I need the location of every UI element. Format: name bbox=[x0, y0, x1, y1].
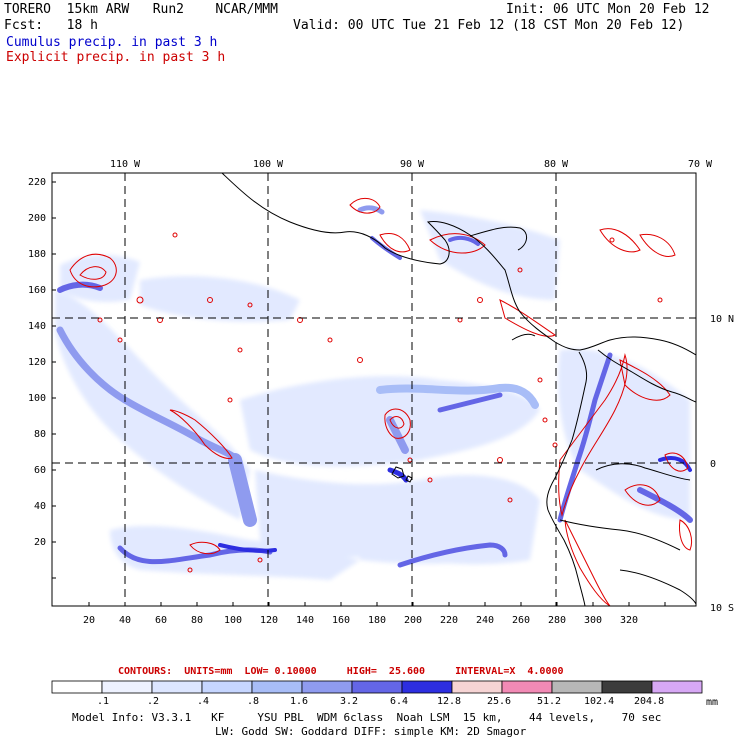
colorbar-label: 6.4 bbox=[390, 696, 409, 707]
lon-label: 110 W bbox=[110, 159, 141, 170]
x-tick-label: 80 bbox=[191, 615, 203, 626]
contour-info: CONTOURS: UNITS=mm LOW= 0.10000 HIGH= 25… bbox=[118, 666, 564, 677]
y-tick-label: 180 bbox=[28, 249, 46, 260]
colorbar-label: .1 bbox=[97, 696, 110, 707]
explicit-legend: Explicit precip. in past 3 h bbox=[6, 50, 226, 65]
y-tick-label: 100 bbox=[28, 393, 46, 404]
init-time: Init: 06 UTC Mon 20 Feb 12 bbox=[506, 2, 710, 17]
cumulus-legend: Cumulus precip. in past 3 h bbox=[6, 35, 218, 50]
x-tick-label: 100 bbox=[224, 615, 242, 626]
x-tick-label: 320 bbox=[620, 615, 638, 626]
colorbar-label: 3.2 bbox=[340, 696, 359, 707]
lon-label: 80 W bbox=[544, 159, 569, 170]
colorbar-label: .8 bbox=[247, 696, 260, 707]
lat-lon-grid bbox=[52, 173, 696, 606]
y-tick-label: 40 bbox=[34, 501, 46, 512]
left-grid-labels: 220 200 180 160 140 120 100 80 60 40 20 bbox=[28, 177, 46, 548]
y-tick-label: 160 bbox=[28, 285, 46, 296]
colorbar bbox=[51, 680, 703, 694]
colorbar-label: 25.6 bbox=[487, 696, 512, 707]
colorbar-label: 51.2 bbox=[537, 696, 562, 707]
colorbar-swatch bbox=[401, 680, 453, 694]
x-tick-label: 20 bbox=[83, 615, 95, 626]
x-tick-label: 40 bbox=[119, 615, 131, 626]
x-tick-label: 160 bbox=[332, 615, 350, 626]
x-tick-label: 220 bbox=[440, 615, 458, 626]
colorbar-swatch bbox=[551, 680, 603, 694]
colorbar-swatch bbox=[451, 680, 503, 694]
colorbar-label: .4 bbox=[197, 696, 210, 707]
colorbar-unit: mm bbox=[706, 697, 719, 708]
colorbar-label: 204.8 bbox=[634, 696, 665, 707]
colorbar-swatch bbox=[651, 680, 703, 694]
x-tick-label: 200 bbox=[404, 615, 422, 626]
coastlines bbox=[221, 173, 696, 606]
colorbar-swatch bbox=[501, 680, 553, 694]
y-tick-label: 20 bbox=[34, 537, 46, 548]
x-tick-label: 260 bbox=[512, 615, 530, 626]
physics-info: LW: Godd SW: Goddard DIFF: simple KM: 2D… bbox=[215, 725, 527, 738]
x-tick-label: 120 bbox=[260, 615, 278, 626]
x-tick-label: 280 bbox=[548, 615, 566, 626]
colorbar-swatch bbox=[201, 680, 253, 694]
colorbar-swatch bbox=[51, 680, 103, 694]
colorbar-label: .2 bbox=[147, 696, 160, 707]
map-area bbox=[52, 173, 696, 606]
y-tick-label: 220 bbox=[28, 177, 46, 188]
y-tick-label: 120 bbox=[28, 357, 46, 368]
colorbar-label: 12.8 bbox=[437, 696, 462, 707]
axis-ticks bbox=[52, 181, 666, 606]
colorbar-swatch bbox=[601, 680, 653, 694]
y-tick-label: 80 bbox=[34, 429, 46, 440]
lat-label: 10 N bbox=[710, 314, 734, 325]
lon-label: 90 W bbox=[400, 159, 425, 170]
x-tick-label: 240 bbox=[476, 615, 494, 626]
y-tick-label: 60 bbox=[34, 465, 46, 476]
colorbar-swatch bbox=[351, 680, 403, 694]
cumulus-precip-heavy bbox=[56, 205, 693, 568]
colorbar-swatch bbox=[251, 680, 303, 694]
lon-label: 70 W bbox=[688, 159, 713, 170]
forecast-hour: Fcst: 18 h bbox=[4, 18, 98, 33]
y-tick-label: 140 bbox=[28, 321, 46, 332]
valid-time: Valid: 00 UTC Tue 21 Feb 12 (18 CST Mon … bbox=[293, 18, 685, 33]
colorbar-swatch bbox=[301, 680, 353, 694]
lon-label: 100 W bbox=[253, 159, 284, 170]
colorbar-swatch bbox=[101, 680, 153, 694]
x-tick-label: 140 bbox=[296, 615, 314, 626]
x-tick-label: 300 bbox=[584, 615, 602, 626]
x-tick-label: 180 bbox=[368, 615, 386, 626]
lat-label: 10 S bbox=[710, 603, 734, 614]
colorbar-swatch bbox=[151, 680, 203, 694]
map-frame bbox=[51, 172, 697, 607]
y-tick-label: 200 bbox=[28, 213, 46, 224]
model-title: TORERO 15km ARW Run2 NCAR/MMM bbox=[4, 2, 278, 17]
top-lon-labels: 110 W 100 W 90 W 80 W 70 W bbox=[110, 159, 713, 170]
lat-label: 0 bbox=[710, 459, 716, 470]
colorbar-label: 102.4 bbox=[584, 696, 615, 707]
colorbar-label: 1.6 bbox=[290, 696, 309, 707]
right-lat-labels: 10 N 0 10 S bbox=[710, 314, 734, 614]
model-info: Model Info: V3.3.1 KF YSU PBL WDM 6class… bbox=[72, 711, 662, 724]
bottom-grid-labels: 20 40 60 80 100 120 140 160 180 200 220 … bbox=[83, 615, 638, 626]
x-tick-label: 60 bbox=[155, 615, 167, 626]
